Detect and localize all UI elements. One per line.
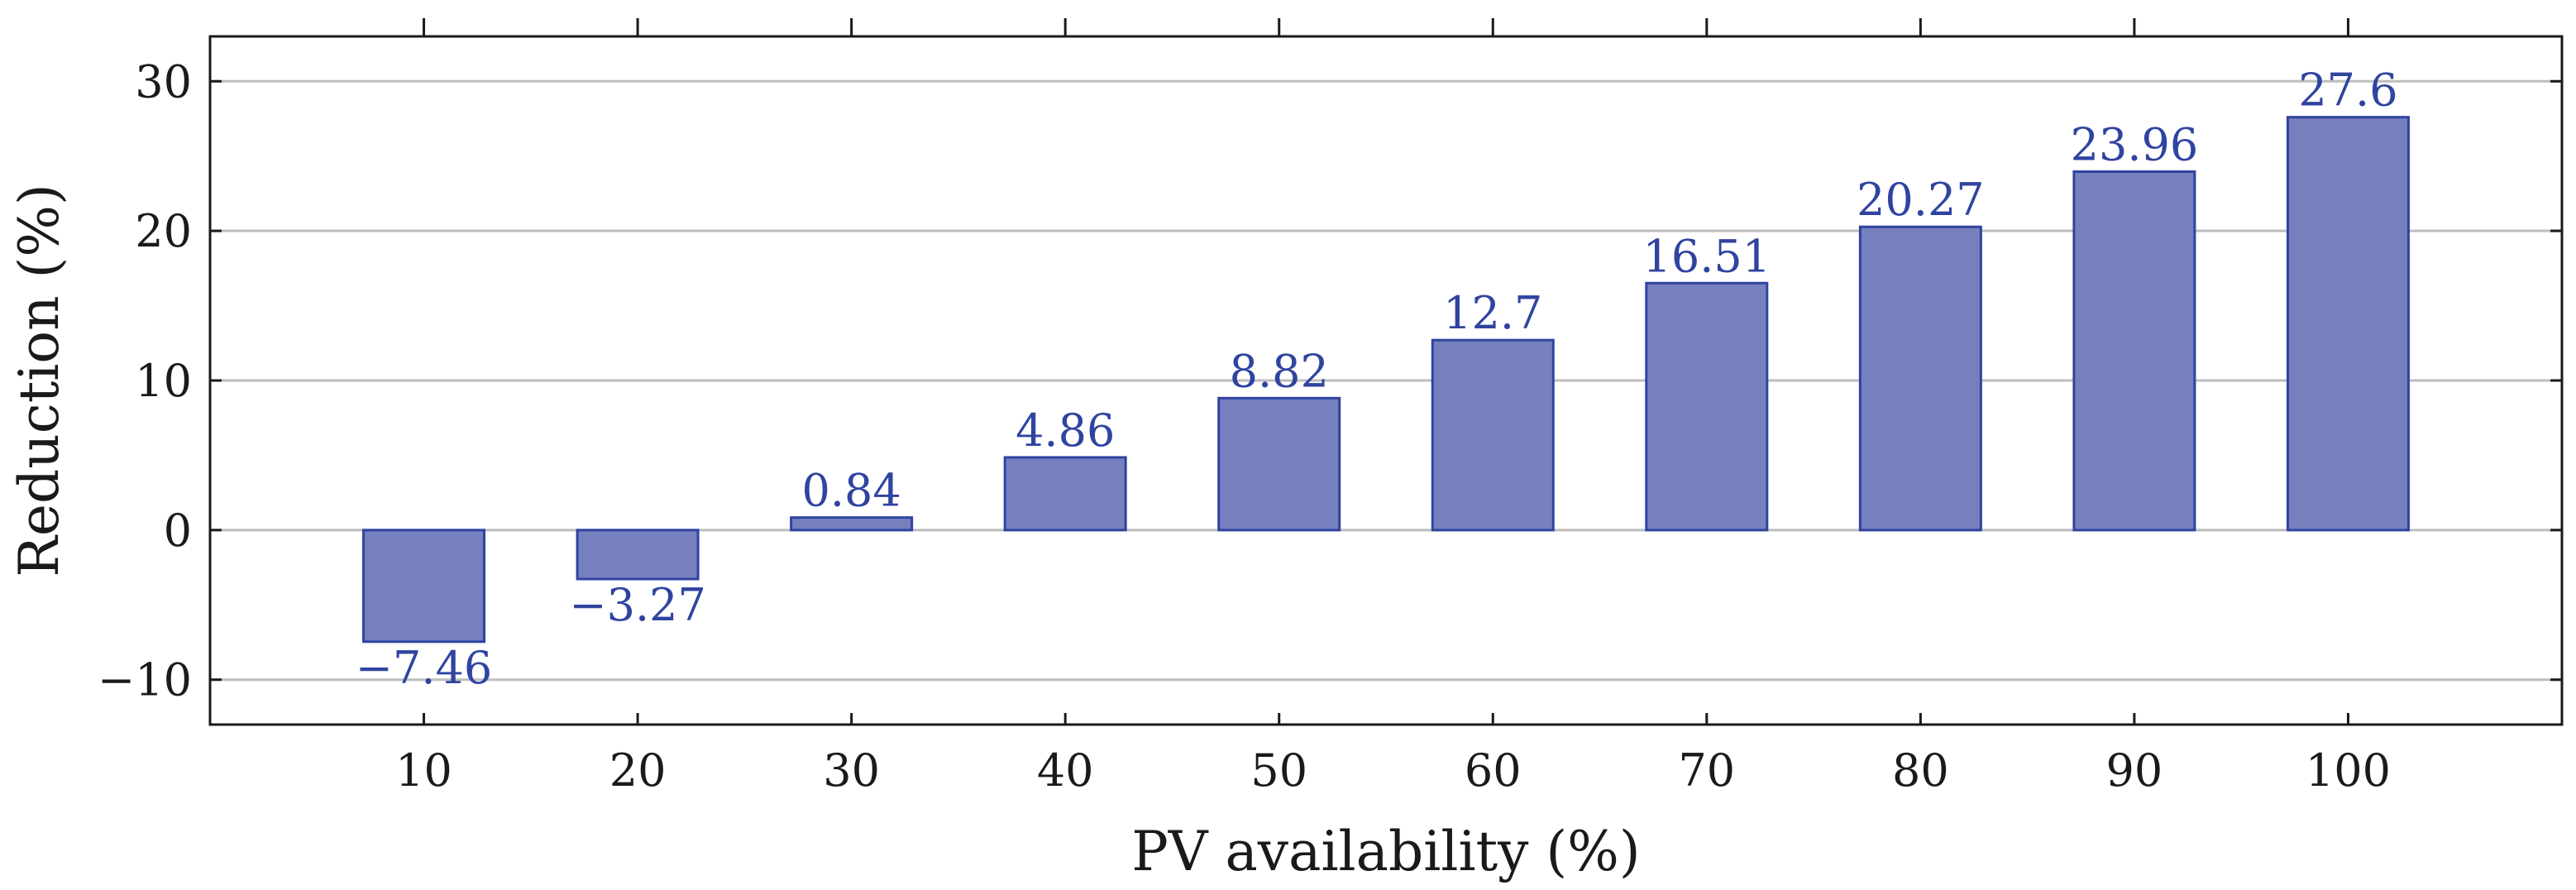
bar — [1003, 456, 1127, 532]
x-tick-label: 70 — [1678, 744, 1735, 797]
data-label: 8.82 — [1230, 345, 1329, 397]
y-tick-label: −10 — [98, 654, 192, 706]
data-label: 4.86 — [1016, 404, 1115, 457]
x-tick-label: 60 — [1465, 744, 1522, 797]
x-tick-label: 90 — [2106, 744, 2163, 797]
x-tick-label: 80 — [1892, 744, 1949, 797]
bar — [576, 529, 700, 581]
x-tick-label: 50 — [1250, 744, 1307, 797]
data-label: −7.46 — [356, 642, 492, 694]
bar — [1858, 225, 1982, 532]
data-label: 0.84 — [802, 465, 901, 517]
data-label: 23.96 — [2071, 119, 2199, 171]
bar — [2072, 170, 2196, 532]
bar — [790, 516, 914, 532]
bar — [362, 529, 486, 644]
gridlines — [210, 79, 2562, 682]
y-tick-label: 20 — [135, 205, 192, 257]
data-labels: −7.46 −3.27 0.84 4.86 8.82 12.7 16.51 20.27 23.9… — [356, 65, 2398, 694]
data-label: −3.27 — [569, 579, 705, 631]
x-tick-label: 20 — [609, 744, 667, 797]
y-tick-labels: −10 0 10 20 30 — [98, 55, 192, 706]
x-tick-labels: 10 20 30 40 50 60 70 80 90 100 — [395, 744, 2391, 797]
x-tick-label: 30 — [823, 744, 880, 797]
x-tick-label: 100 — [2306, 744, 2391, 797]
bars — [362, 116, 2410, 644]
data-label: 12.7 — [1443, 287, 1542, 339]
x-axis-title: PV availability (%) — [1131, 820, 1640, 883]
x-tick-label: 40 — [1037, 744, 1094, 797]
bar — [1431, 338, 1555, 532]
bar — [2286, 116, 2410, 532]
data-label: 20.27 — [1857, 174, 1985, 226]
y-tick-label: 0 — [164, 505, 192, 557]
axis-ticks — [210, 18, 2562, 725]
x-tick-label: 10 — [395, 744, 452, 797]
data-label: 27.6 — [2298, 65, 2397, 117]
bar — [1217, 396, 1341, 532]
y-axis-title: Reduction (%) — [7, 184, 71, 577]
bar — [1645, 281, 1769, 532]
y-tick-label: 30 — [135, 55, 192, 108]
data-label: 16.51 — [1643, 230, 1771, 282]
y-tick-label: 10 — [135, 355, 192, 407]
